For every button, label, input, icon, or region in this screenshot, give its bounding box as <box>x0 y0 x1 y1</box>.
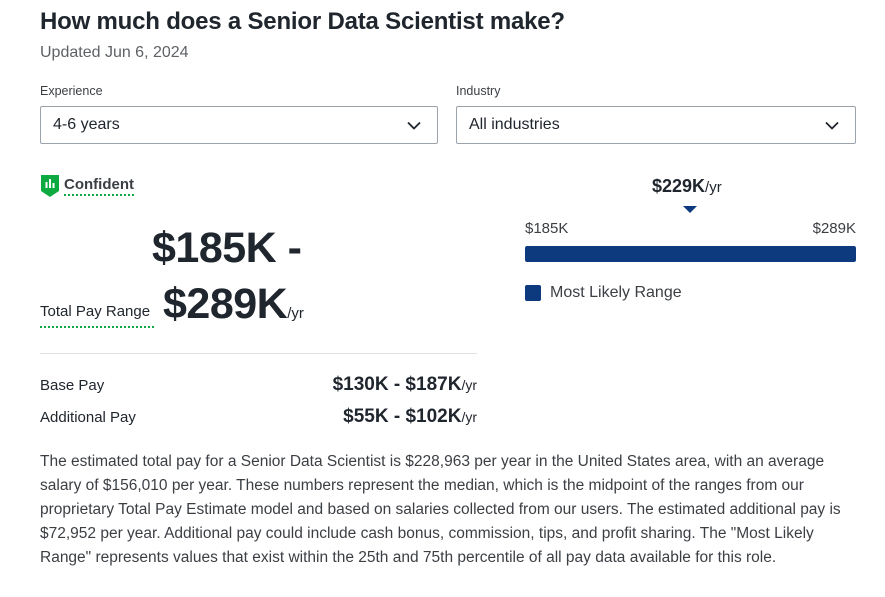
additional-pay-row: Additional Pay $55K - $102K/yr <box>40 406 477 428</box>
chevron-down-icon <box>825 118 839 132</box>
industry-label: Industry <box>456 84 501 98</box>
total-pay-range-high: $289K/yr <box>163 280 304 329</box>
experience-label: Experience <box>40 84 103 98</box>
median-marker-icon <box>683 206 697 213</box>
median-pay-unit: /yr <box>705 179 722 196</box>
median-pay-value: $229K <box>652 176 706 196</box>
total-pay-high-value: $289K <box>163 280 288 328</box>
range-max-label: $289K <box>812 220 856 237</box>
legend: Most Likely Range <box>525 284 682 302</box>
base-pay-row: Base Pay $130K - $187K/yr <box>40 374 477 396</box>
total-pay-unit: /yr <box>287 305 304 322</box>
experience-select[interactable]: 4-6 years <box>40 106 438 144</box>
confidence-indicator[interactable]: Confident <box>40 174 134 198</box>
legend-swatch <box>525 285 541 301</box>
page-title: How much does a Senior Data Scientist ma… <box>40 8 565 35</box>
confidence-label: Confident <box>64 176 134 196</box>
industry-value: All industries <box>469 116 560 133</box>
median-pay-label: $229K/yr <box>652 176 722 197</box>
pay-description: The estimated total pay for a Senior Dat… <box>40 453 841 566</box>
industry-select[interactable]: All industries <box>456 106 856 144</box>
most-likely-range-fill <box>525 246 856 262</box>
base-pay-range: $130K - $187K/yr <box>333 374 477 396</box>
divider <box>40 353 477 354</box>
additional-pay-range: $55K - $102K/yr <box>343 406 477 428</box>
experience-value: 4-6 years <box>53 116 120 133</box>
base-pay-label: Base Pay <box>40 377 105 394</box>
chevron-down-icon <box>407 118 421 132</box>
additional-pay-value: $55K - $102K <box>343 406 462 427</box>
pay-range-bar <box>525 246 856 262</box>
bar-chart-shield-icon <box>40 174 60 198</box>
range-min-label: $185K <box>525 220 569 237</box>
total-pay-range-low: $185K - <box>152 224 302 272</box>
total-pay-label[interactable]: Total Pay Range <box>40 303 151 320</box>
updated-date: Updated Jun 6, 2024 <box>40 44 189 61</box>
total-pay-underline <box>40 326 154 328</box>
additional-pay-unit: /yr <box>461 409 477 425</box>
legend-label: Most Likely Range <box>550 284 682 301</box>
base-pay-unit: /yr <box>461 377 477 393</box>
base-pay-value: $130K - $187K <box>332 374 462 395</box>
additional-pay-label: Additional Pay <box>40 409 136 426</box>
